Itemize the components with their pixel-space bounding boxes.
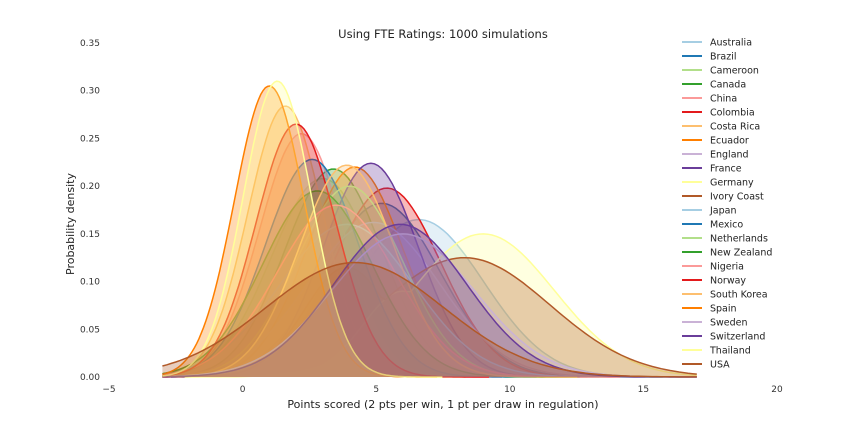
legend-label: Japan bbox=[709, 206, 737, 217]
y-tick-label: 0.30 bbox=[80, 87, 100, 97]
chart-title: Using FTE Ratings: 1000 simulations bbox=[338, 27, 548, 41]
legend-label: China bbox=[710, 94, 737, 105]
legend-label: Germany bbox=[710, 178, 754, 189]
line-usa bbox=[162, 261, 697, 378]
area-netherlands bbox=[162, 186, 606, 377]
line-germany bbox=[184, 233, 697, 378]
legend-label: Netherlands bbox=[710, 234, 768, 245]
y-tick-label: 0.25 bbox=[80, 134, 100, 144]
x-tick-labels: −5 0 5 10 15 20 bbox=[102, 385, 783, 395]
legend-item-new-zealand: New Zealand bbox=[682, 248, 772, 259]
legend-item-ecuador: Ecuador bbox=[682, 136, 749, 147]
y-tick-label: 0.10 bbox=[80, 278, 100, 288]
legend-label: Colombia bbox=[710, 108, 755, 119]
x-axis-label: Points scored (2 pts per win, 1 pt per d… bbox=[287, 398, 598, 411]
legend-label: England bbox=[710, 150, 749, 161]
area-nigeria bbox=[162, 205, 621, 377]
x-tick-label: −5 bbox=[102, 385, 115, 395]
x-tick-label: 20 bbox=[771, 385, 783, 395]
legend-label: France bbox=[710, 164, 742, 175]
area-sweden bbox=[162, 233, 697, 377]
series-switzerland bbox=[162, 223, 697, 378]
legend-item-sweden: Sweden bbox=[682, 318, 748, 329]
area-spain bbox=[162, 86, 438, 377]
area-new-zealand bbox=[162, 191, 580, 377]
legend-item-south-korea: South Korea bbox=[682, 290, 768, 301]
legend-item-germany: Germany bbox=[682, 178, 754, 189]
series-south-korea bbox=[162, 164, 578, 378]
legend-label: Switzerland bbox=[710, 332, 765, 343]
area-thailand bbox=[162, 81, 443, 377]
line-switzerland bbox=[162, 223, 697, 378]
legend-item-norway: Norway bbox=[682, 276, 746, 287]
area-switzerland bbox=[162, 224, 697, 377]
legend-item-china: China bbox=[682, 94, 737, 105]
legend-item-france: France bbox=[682, 164, 742, 175]
y-axis-label: Probability density bbox=[64, 173, 77, 275]
legend-item-colombia: Colombia bbox=[682, 108, 755, 119]
legend-label: South Korea bbox=[710, 290, 768, 301]
y-tick-label: 0.35 bbox=[80, 39, 100, 49]
legend-label: Sweden bbox=[710, 318, 748, 329]
area-norway bbox=[162, 124, 490, 377]
legend-item-costa-rica: Costa Rica bbox=[682, 122, 760, 133]
legend-label: New Zealand bbox=[710, 248, 772, 259]
area-south-korea bbox=[162, 165, 578, 377]
y-tick-label: 0.15 bbox=[80, 230, 100, 240]
area-ecuador bbox=[162, 167, 588, 377]
legend-label: Spain bbox=[710, 304, 737, 315]
y-tick-label: 0.05 bbox=[80, 325, 100, 335]
x-tick-label: 15 bbox=[638, 385, 649, 395]
series-ivory-coast bbox=[162, 256, 697, 378]
legend-label: Australia bbox=[710, 38, 752, 49]
area-australia bbox=[162, 219, 697, 377]
legend-item-spain: Spain bbox=[682, 304, 737, 315]
legend-label: Costa Rica bbox=[710, 122, 760, 133]
line-south-korea bbox=[162, 164, 578, 378]
legend-label: Thailand bbox=[709, 346, 751, 357]
legend-item-australia: Australia bbox=[682, 38, 752, 49]
legend-item-ivory-coast: Ivory Coast bbox=[682, 192, 764, 203]
x-tick-label: 0 bbox=[240, 385, 246, 395]
legend-item-cameroon: Cameroon bbox=[682, 66, 759, 77]
legend-label: Norway bbox=[710, 276, 746, 287]
legend-item-nigeria: Nigeria bbox=[682, 262, 744, 273]
legend-item-canada: Canada bbox=[682, 80, 746, 91]
legend: Australia Brazil Cameroon Canada China Colomb… bbox=[682, 38, 772, 371]
legend-label: Mexico bbox=[710, 220, 743, 231]
area-ivory-coast bbox=[162, 257, 697, 377]
legend-label: Brazil bbox=[710, 52, 737, 63]
legend-item-thailand: Thailand bbox=[682, 346, 751, 357]
legend-item-netherlands: Netherlands bbox=[682, 234, 768, 245]
series-areas bbox=[162, 80, 697, 378]
x-tick-label: 5 bbox=[373, 385, 379, 395]
line-thailand bbox=[162, 80, 443, 378]
y-tick-label: 0.20 bbox=[80, 182, 100, 192]
legend-item-usa: USA bbox=[682, 360, 730, 371]
area-france bbox=[171, 163, 600, 377]
legend-label: Canada bbox=[710, 80, 746, 91]
series-usa bbox=[162, 261, 697, 378]
line-ivory-coast bbox=[162, 256, 697, 378]
series-thailand bbox=[162, 80, 443, 378]
area-england bbox=[162, 222, 690, 377]
legend-item-switzerland: Switzerland bbox=[682, 332, 765, 343]
legend-label: USA bbox=[710, 360, 730, 371]
y-tick-label: 0.00 bbox=[80, 373, 100, 383]
legend-item-brazil: Brazil bbox=[682, 52, 737, 63]
area-usa bbox=[162, 262, 697, 377]
legend-item-england: England bbox=[682, 150, 749, 161]
area-colombia bbox=[162, 188, 646, 377]
legend-label: Ecuador bbox=[710, 136, 749, 147]
legend-item-mexico: Mexico bbox=[682, 220, 743, 231]
y-tick-labels: 0.00 0.05 0.10 0.15 0.20 0.25 0.30 0.35 bbox=[80, 39, 100, 383]
legend-label: Nigeria bbox=[710, 262, 744, 273]
legend-label: Cameroon bbox=[710, 66, 759, 77]
legend-label: Ivory Coast bbox=[710, 192, 764, 203]
x-tick-label: 10 bbox=[504, 385, 516, 395]
legend-item-japan: Japan bbox=[682, 206, 737, 217]
